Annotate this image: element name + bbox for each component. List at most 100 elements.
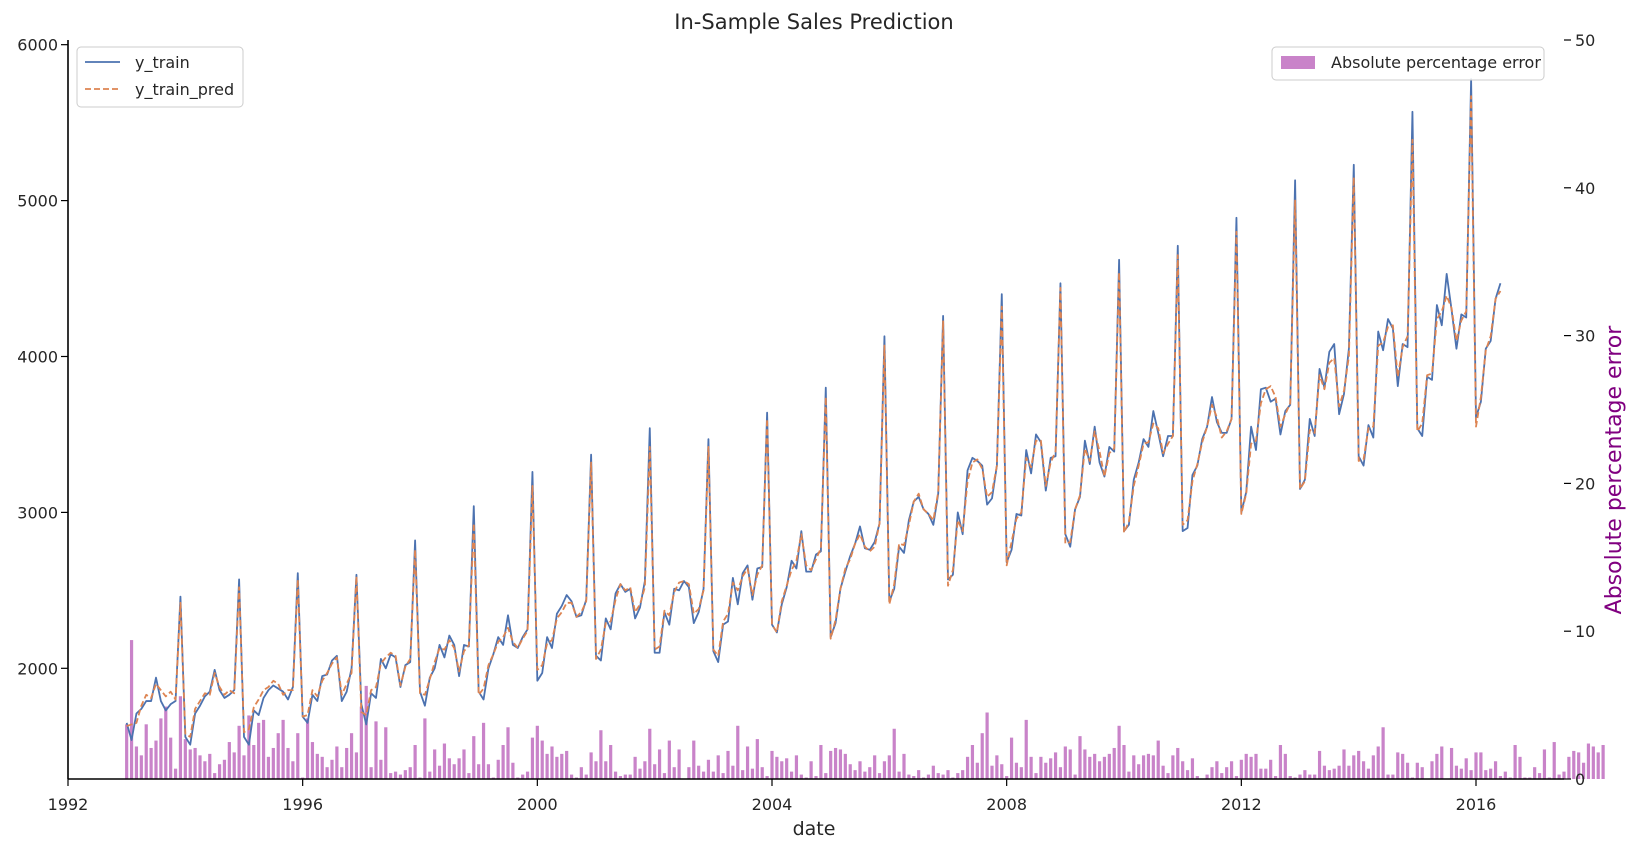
ape-bar — [882, 761, 887, 779]
ape-bar — [638, 768, 642, 779]
ape-bar — [941, 774, 945, 779]
ape-bar — [609, 745, 613, 779]
ape-bar — [1009, 737, 1014, 779]
ape-bar — [926, 774, 931, 779]
ape-bar — [281, 719, 285, 779]
ape-bar — [1034, 773, 1038, 779]
ape-bar — [442, 743, 447, 779]
ape-bar — [1415, 762, 1419, 779]
legend-label-ape: Absolute percentage error — [1331, 53, 1541, 72]
ape-bar — [144, 724, 148, 779]
ape-bar — [1313, 774, 1317, 779]
ape-bar — [340, 767, 344, 779]
ape-bars-group — [125, 640, 1605, 779]
ape-bar — [413, 745, 417, 779]
axes-group: 1992 1996 2000 2004 2008 2012 2016 2000 3000 4000… — [17, 31, 1595, 814]
ape-bar — [227, 742, 231, 779]
ape-bar — [1273, 776, 1278, 779]
ape-bar — [1503, 771, 1507, 779]
ape-bar — [457, 758, 461, 779]
ape-bar — [398, 774, 403, 779]
ape-bar — [873, 755, 877, 779]
ape-bar — [809, 761, 813, 779]
y2-tick-label: 0 — [1575, 770, 1585, 789]
y-tick-label: 4000 — [17, 347, 58, 366]
ape-bar — [1102, 756, 1107, 779]
ape-bar — [1215, 761, 1219, 779]
ape-bar — [1567, 756, 1571, 779]
ape-bar — [770, 750, 774, 779]
ape-bar — [755, 739, 759, 779]
ape-bar — [345, 747, 349, 779]
ape-bar — [1029, 756, 1033, 779]
ape-bar — [1176, 747, 1180, 779]
ape-bar — [701, 771, 706, 779]
lines-group — [125, 78, 1502, 746]
ape-bar — [198, 755, 202, 779]
ape-bar — [335, 746, 339, 779]
ape-bar — [1058, 767, 1063, 779]
ape-bar — [1132, 755, 1136, 779]
ape-bar — [1332, 768, 1336, 779]
ape-bar — [1093, 753, 1097, 779]
ape-bar — [1484, 770, 1488, 779]
ape-bar — [1381, 727, 1385, 779]
ape-bar — [599, 730, 603, 779]
ape-bar — [193, 747, 197, 779]
ape-bar — [257, 722, 261, 779]
ape-bar — [1342, 749, 1346, 779]
ape-bar — [618, 776, 623, 779]
ape-bar — [970, 745, 975, 779]
y2-tick-label: 30 — [1575, 327, 1595, 346]
ape-bar — [716, 755, 720, 779]
ape-bar — [472, 736, 476, 779]
ape-bar — [217, 764, 222, 779]
ape-bar — [902, 753, 906, 779]
ape-bar — [1278, 745, 1283, 779]
ape-bar — [178, 696, 183, 779]
ape-bar — [1117, 725, 1121, 779]
ape-bar — [1112, 747, 1116, 779]
ape-bar — [1249, 756, 1253, 779]
ape-bar — [1019, 767, 1023, 779]
ape-bar — [931, 765, 935, 779]
ape-bar — [1459, 768, 1463, 779]
ape-bar — [829, 750, 833, 779]
ape-bar — [833, 747, 838, 779]
ape-bar — [1073, 774, 1077, 779]
ape-bar — [819, 745, 823, 779]
ape-bar — [628, 774, 632, 779]
ape-bar — [643, 761, 647, 779]
ape-bar — [843, 753, 847, 779]
ape-bar — [1151, 755, 1155, 779]
ape-bar — [623, 774, 627, 779]
ape-bar — [1298, 774, 1302, 779]
ape-bar — [1190, 758, 1195, 779]
ape-bar — [1440, 746, 1444, 779]
ape-bar — [437, 765, 442, 779]
ape-bar — [721, 773, 725, 779]
ape-bar — [1146, 753, 1151, 779]
ape-bar — [858, 761, 862, 779]
ape-bar — [1161, 765, 1165, 779]
ape-bar — [1552, 742, 1556, 779]
ape-bar — [1122, 745, 1126, 779]
ape-bar — [936, 773, 940, 779]
ape-bar — [985, 712, 989, 779]
ape-bar — [252, 745, 256, 779]
ape-bar — [653, 764, 657, 779]
x-tick-label: 2016 — [1456, 795, 1497, 814]
ape-bar — [1063, 746, 1067, 779]
ape-bar — [1327, 770, 1331, 779]
ape-bar — [134, 746, 139, 779]
ape-bar — [1518, 756, 1522, 779]
ape-bar — [408, 767, 412, 779]
ape-bar — [1601, 745, 1605, 779]
ape-bar — [565, 750, 569, 779]
ape-bar — [956, 773, 960, 779]
ape-bar — [584, 774, 588, 779]
ape-bar — [237, 725, 241, 779]
ape-bar — [521, 774, 525, 779]
ape-bar — [1474, 752, 1478, 779]
